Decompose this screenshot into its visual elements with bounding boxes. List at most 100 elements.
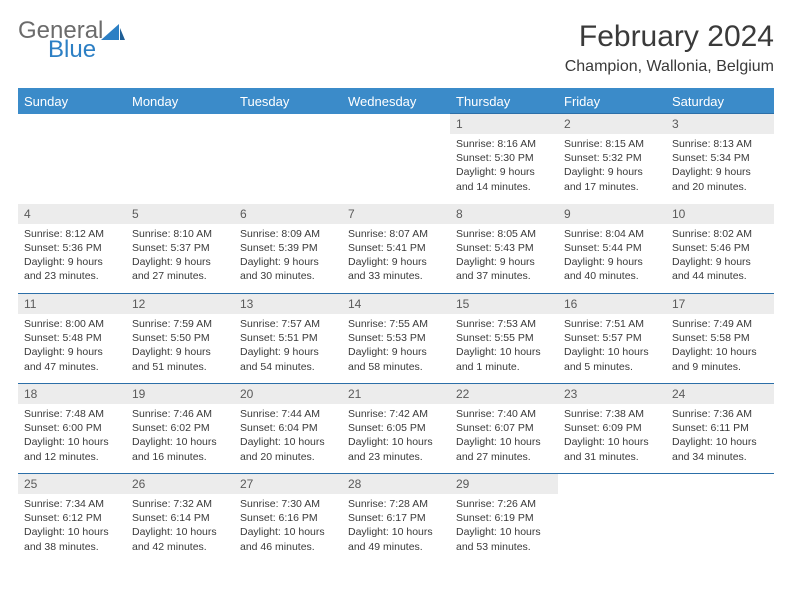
- calendar-body: 1Sunrise: 8:16 AMSunset: 5:30 PMDaylight…: [18, 114, 774, 564]
- day-details: Sunrise: 7:51 AMSunset: 5:57 PMDaylight:…: [558, 314, 666, 377]
- calendar-week-row: 25Sunrise: 7:34 AMSunset: 6:12 PMDayligh…: [18, 474, 774, 564]
- calendar-day-cell: 11Sunrise: 8:00 AMSunset: 5:48 PMDayligh…: [18, 294, 126, 384]
- day-details: Sunrise: 8:10 AMSunset: 5:37 PMDaylight:…: [126, 224, 234, 287]
- day-number: 28: [342, 474, 450, 494]
- day-number: 8: [450, 204, 558, 224]
- calendar-week-row: 4Sunrise: 8:12 AMSunset: 5:36 PMDaylight…: [18, 204, 774, 294]
- day-number: 9: [558, 204, 666, 224]
- weekday-header: Sunday: [18, 89, 126, 114]
- calendar-empty-cell: [666, 474, 774, 564]
- day-number: 10: [666, 204, 774, 224]
- day-number: 24: [666, 384, 774, 404]
- day-number: 19: [126, 384, 234, 404]
- calendar-day-cell: 13Sunrise: 7:57 AMSunset: 5:51 PMDayligh…: [234, 294, 342, 384]
- day-number: 5: [126, 204, 234, 224]
- day-details: Sunrise: 7:42 AMSunset: 6:05 PMDaylight:…: [342, 404, 450, 467]
- day-details: Sunrise: 8:16 AMSunset: 5:30 PMDaylight:…: [450, 134, 558, 197]
- day-number: 4: [18, 204, 126, 224]
- calendar-day-cell: 28Sunrise: 7:28 AMSunset: 6:17 PMDayligh…: [342, 474, 450, 564]
- day-number: 16: [558, 294, 666, 314]
- weekday-header: Wednesday: [342, 89, 450, 114]
- day-number: 1: [450, 114, 558, 134]
- day-details: Sunrise: 7:28 AMSunset: 6:17 PMDaylight:…: [342, 494, 450, 557]
- weekday-header: Thursday: [450, 89, 558, 114]
- logo: General Blue: [18, 20, 125, 62]
- day-details: Sunrise: 7:49 AMSunset: 5:58 PMDaylight:…: [666, 314, 774, 377]
- calendar-day-cell: 10Sunrise: 8:02 AMSunset: 5:46 PMDayligh…: [666, 204, 774, 294]
- day-details: Sunrise: 7:38 AMSunset: 6:09 PMDaylight:…: [558, 404, 666, 467]
- day-number: 26: [126, 474, 234, 494]
- day-details: Sunrise: 7:34 AMSunset: 6:12 PMDaylight:…: [18, 494, 126, 557]
- day-details: Sunrise: 8:13 AMSunset: 5:34 PMDaylight:…: [666, 134, 774, 197]
- day-details: Sunrise: 8:04 AMSunset: 5:44 PMDaylight:…: [558, 224, 666, 287]
- calendar-week-row: 1Sunrise: 8:16 AMSunset: 5:30 PMDaylight…: [18, 114, 774, 204]
- day-number: 27: [234, 474, 342, 494]
- day-details: Sunrise: 7:48 AMSunset: 6:00 PMDaylight:…: [18, 404, 126, 467]
- calendar-day-cell: 7Sunrise: 8:07 AMSunset: 5:41 PMDaylight…: [342, 204, 450, 294]
- day-number: 13: [234, 294, 342, 314]
- day-number: 21: [342, 384, 450, 404]
- weekday-header: Monday: [126, 89, 234, 114]
- calendar-day-cell: 17Sunrise: 7:49 AMSunset: 5:58 PMDayligh…: [666, 294, 774, 384]
- calendar-day-cell: 19Sunrise: 7:46 AMSunset: 6:02 PMDayligh…: [126, 384, 234, 474]
- calendar-day-cell: 21Sunrise: 7:42 AMSunset: 6:05 PMDayligh…: [342, 384, 450, 474]
- day-details: Sunrise: 8:15 AMSunset: 5:32 PMDaylight:…: [558, 134, 666, 197]
- location-text: Champion, Wallonia, Belgium: [565, 58, 774, 76]
- calendar-day-cell: 29Sunrise: 7:26 AMSunset: 6:19 PMDayligh…: [450, 474, 558, 564]
- calendar-day-cell: 15Sunrise: 7:53 AMSunset: 5:55 PMDayligh…: [450, 294, 558, 384]
- day-number: 25: [18, 474, 126, 494]
- day-number: 15: [450, 294, 558, 314]
- day-details: Sunrise: 7:57 AMSunset: 5:51 PMDaylight:…: [234, 314, 342, 377]
- day-details: Sunrise: 7:40 AMSunset: 6:07 PMDaylight:…: [450, 404, 558, 467]
- day-number: 22: [450, 384, 558, 404]
- calendar-day-cell: 26Sunrise: 7:32 AMSunset: 6:14 PMDayligh…: [126, 474, 234, 564]
- calendar-day-cell: 16Sunrise: 7:51 AMSunset: 5:57 PMDayligh…: [558, 294, 666, 384]
- day-details: Sunrise: 8:05 AMSunset: 5:43 PMDaylight:…: [450, 224, 558, 287]
- day-number: 23: [558, 384, 666, 404]
- day-number: 14: [342, 294, 450, 314]
- calendar-day-cell: 4Sunrise: 8:12 AMSunset: 5:36 PMDaylight…: [18, 204, 126, 294]
- weekday-header: Tuesday: [234, 89, 342, 114]
- weekday-header: Saturday: [666, 89, 774, 114]
- weekday-header-row: SundayMondayTuesdayWednesdayThursdayFrid…: [18, 89, 774, 114]
- day-details: Sunrise: 7:59 AMSunset: 5:50 PMDaylight:…: [126, 314, 234, 377]
- calendar-day-cell: 9Sunrise: 8:04 AMSunset: 5:44 PMDaylight…: [558, 204, 666, 294]
- calendar-day-cell: 18Sunrise: 7:48 AMSunset: 6:00 PMDayligh…: [18, 384, 126, 474]
- calendar-day-cell: 5Sunrise: 8:10 AMSunset: 5:37 PMDaylight…: [126, 204, 234, 294]
- weekday-header: Friday: [558, 89, 666, 114]
- day-details: Sunrise: 8:00 AMSunset: 5:48 PMDaylight:…: [18, 314, 126, 377]
- page-header: General Blue February 2024 Champion, Wal…: [18, 20, 774, 76]
- calendar-day-cell: 8Sunrise: 8:05 AMSunset: 5:43 PMDaylight…: [450, 204, 558, 294]
- logo-text-blue: Blue: [48, 39, 125, 62]
- title-block: February 2024 Champion, Wallonia, Belgiu…: [565, 20, 774, 76]
- day-details: Sunrise: 7:55 AMSunset: 5:53 PMDaylight:…: [342, 314, 450, 377]
- calendar-day-cell: 20Sunrise: 7:44 AMSunset: 6:04 PMDayligh…: [234, 384, 342, 474]
- day-number: 3: [666, 114, 774, 134]
- day-number: 20: [234, 384, 342, 404]
- day-details: Sunrise: 8:07 AMSunset: 5:41 PMDaylight:…: [342, 224, 450, 287]
- day-details: Sunrise: 7:32 AMSunset: 6:14 PMDaylight:…: [126, 494, 234, 557]
- calendar-day-cell: 27Sunrise: 7:30 AMSunset: 6:16 PMDayligh…: [234, 474, 342, 564]
- calendar-day-cell: 6Sunrise: 8:09 AMSunset: 5:39 PMDaylight…: [234, 204, 342, 294]
- calendar-empty-cell: [342, 114, 450, 204]
- calendar-day-cell: 25Sunrise: 7:34 AMSunset: 6:12 PMDayligh…: [18, 474, 126, 564]
- day-details: Sunrise: 8:12 AMSunset: 5:36 PMDaylight:…: [18, 224, 126, 287]
- day-details: Sunrise: 7:46 AMSunset: 6:02 PMDaylight:…: [126, 404, 234, 467]
- day-number: 18: [18, 384, 126, 404]
- calendar-empty-cell: [558, 474, 666, 564]
- month-title: February 2024: [565, 20, 774, 54]
- day-number: 29: [450, 474, 558, 494]
- day-number: 2: [558, 114, 666, 134]
- day-number: 12: [126, 294, 234, 314]
- calendar-empty-cell: [234, 114, 342, 204]
- calendar-empty-cell: [18, 114, 126, 204]
- day-number: 17: [666, 294, 774, 314]
- day-details: Sunrise: 8:09 AMSunset: 5:39 PMDaylight:…: [234, 224, 342, 287]
- calendar-day-cell: 24Sunrise: 7:36 AMSunset: 6:11 PMDayligh…: [666, 384, 774, 474]
- day-details: Sunrise: 8:02 AMSunset: 5:46 PMDaylight:…: [666, 224, 774, 287]
- calendar-day-cell: 3Sunrise: 8:13 AMSunset: 5:34 PMDaylight…: [666, 114, 774, 204]
- calendar-week-row: 11Sunrise: 8:00 AMSunset: 5:48 PMDayligh…: [18, 294, 774, 384]
- day-details: Sunrise: 7:26 AMSunset: 6:19 PMDaylight:…: [450, 494, 558, 557]
- day-details: Sunrise: 7:53 AMSunset: 5:55 PMDaylight:…: [450, 314, 558, 377]
- calendar-day-cell: 22Sunrise: 7:40 AMSunset: 6:07 PMDayligh…: [450, 384, 558, 474]
